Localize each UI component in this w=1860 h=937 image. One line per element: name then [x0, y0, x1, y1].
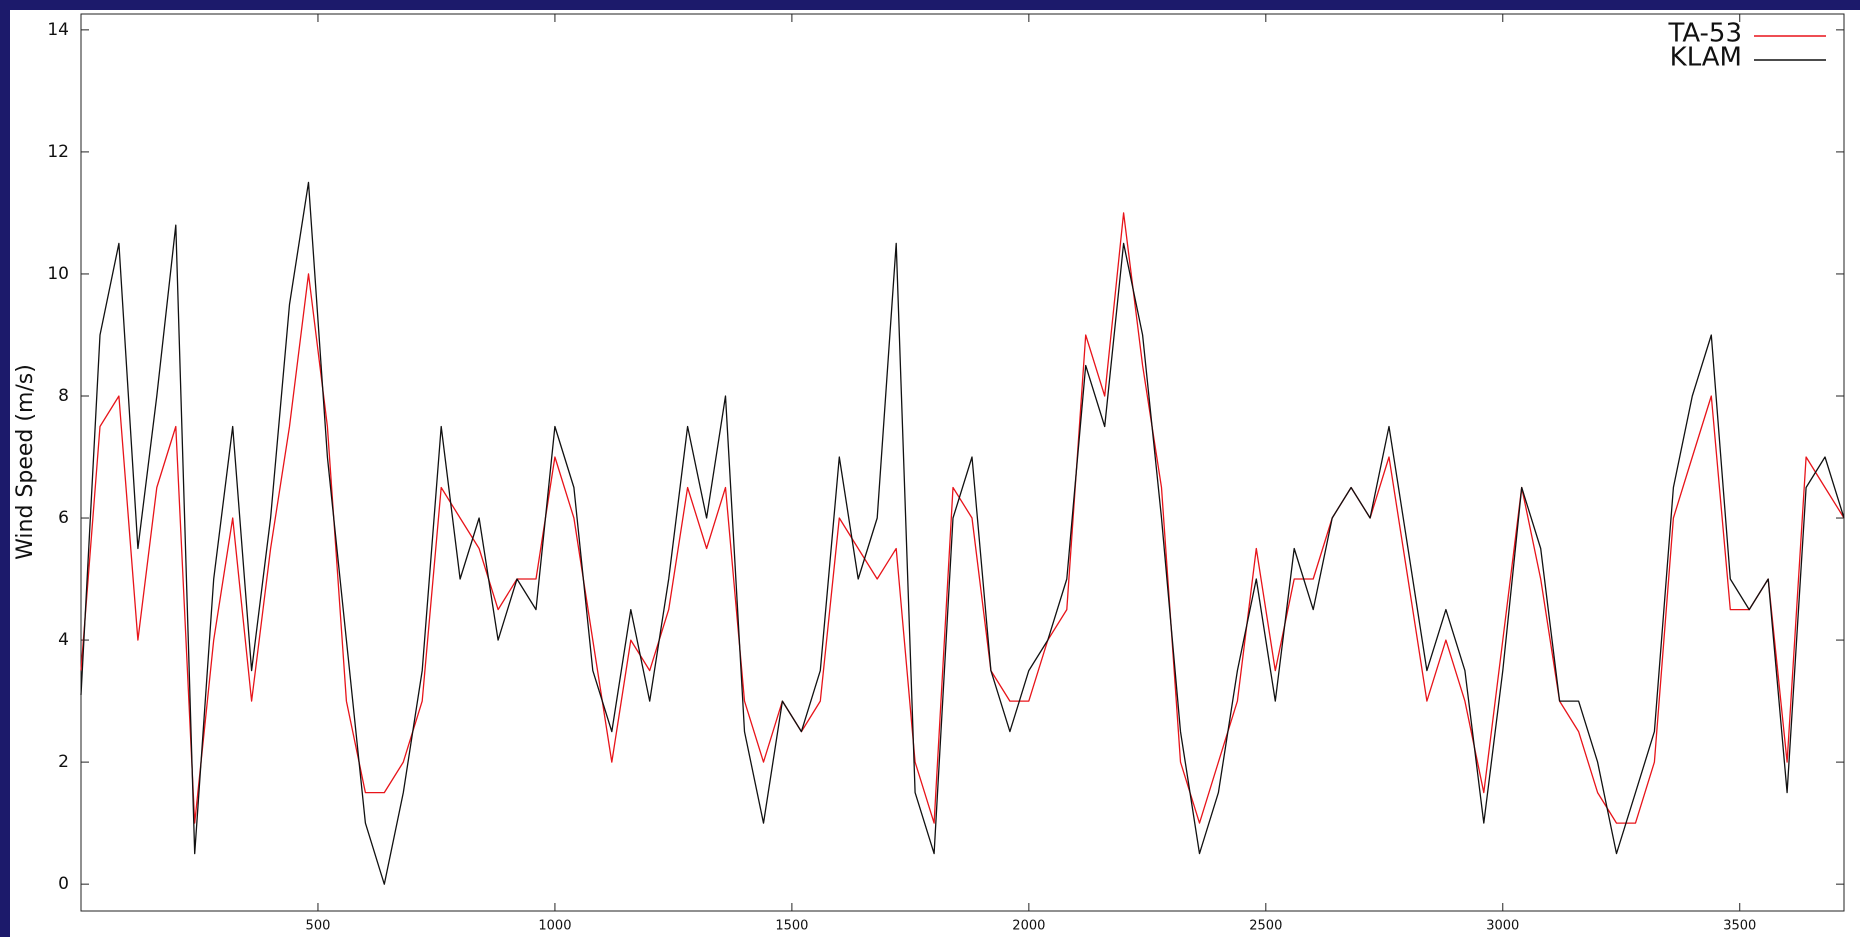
y-tick-label: 4 — [58, 630, 69, 650]
y-tick-label: 12 — [47, 142, 69, 162]
y-tick-label: 2 — [58, 752, 69, 772]
x-tick-label: 500 — [306, 919, 331, 934]
plot-frame — [80, 13, 1845, 912]
x-tick-label: 3000 — [1486, 919, 1519, 934]
x-tick-label: 2500 — [1249, 919, 1282, 934]
legend-label: KLAM — [1670, 43, 1742, 73]
panel — [10, 10, 1860, 937]
y-tick-label: 6 — [58, 508, 69, 528]
x-tick-label: 2000 — [1012, 919, 1045, 934]
x-tick-label: 3500 — [1723, 919, 1756, 934]
y-tick-label: 14 — [47, 20, 69, 40]
y-axis-label: Wind Speed (m/s) — [13, 364, 38, 560]
y-tick-label: 8 — [58, 386, 69, 406]
y-tick-label: 10 — [47, 264, 69, 284]
x-tick-label: 1500 — [775, 919, 808, 934]
legend-label: TA-53 — [1667, 19, 1742, 49]
x-tick-label: 1000 — [538, 919, 571, 934]
series-line — [80, 181, 1845, 885]
series-line — [80, 212, 1845, 824]
y-tick-label: 0 — [58, 874, 69, 894]
